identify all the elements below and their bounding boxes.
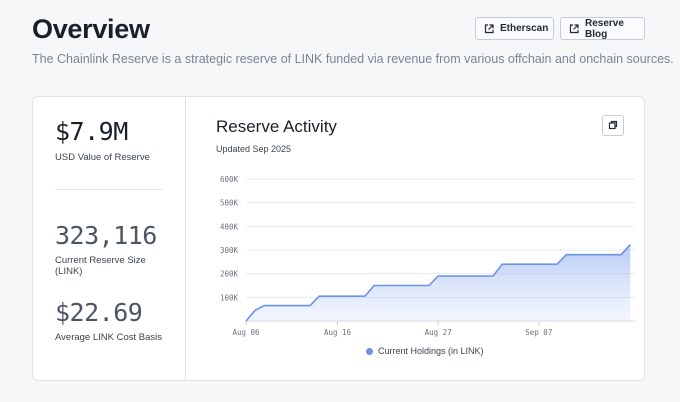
reserve-size-label: Current Reserve Size (LINK)	[55, 255, 146, 277]
stats-panel: $7.9M USD Value of Reserve 323,116 Curre…	[33, 97, 186, 380]
x-tick-label: Sep 07	[525, 328, 552, 337]
y-tick-label: 500K	[220, 199, 239, 208]
legend-label: Current Holdings (in LINK)	[378, 346, 484, 356]
y-tick-label: 600K	[220, 175, 239, 184]
chart-legend: Current Holdings (in LINK)	[366, 346, 484, 356]
chart-title: Reserve Activity	[216, 117, 337, 136]
external-link-icon	[484, 23, 494, 34]
y-tick-label: 100K	[220, 293, 239, 302]
holdings-area	[246, 244, 631, 321]
etherscan-button[interactable]: Etherscan	[475, 17, 554, 40]
reserve-blog-button[interactable]: Reserve Blog	[560, 17, 645, 40]
usd-value: $7.9M	[55, 117, 128, 146]
legend-dot	[366, 347, 373, 355]
reserve-activity-chart: 100K 200K 300K 400K 500K 600K Aug 06 Aug 16 Aug …	[220, 175, 635, 337]
cost-basis-label: Average LINK Cost Basis	[55, 332, 163, 343]
chart-updated: Updated Sep 2025	[216, 144, 292, 154]
y-tick-label: 200K	[220, 270, 239, 279]
holdings-line	[245, 243, 631, 322]
x-tick-label: Aug 27	[425, 328, 452, 337]
usd-value-label: USD Value of Reserve	[55, 152, 150, 163]
x-tick-label: Aug 16	[324, 328, 352, 337]
page-subtitle: The Chainlink Reserve is a strategic res…	[32, 52, 674, 66]
y-tick-label: 400K	[220, 222, 239, 231]
etherscan-label: Etherscan	[500, 23, 549, 34]
y-tick-label: 300K	[220, 246, 239, 255]
reserve-card: $7.9M USD Value of Reserve 323,116 Curre…	[32, 96, 645, 381]
copy-icon	[608, 117, 618, 135]
copy-button[interactable]	[602, 115, 624, 136]
x-tick-label: Aug 06	[232, 328, 260, 337]
reserve-blog-label: Reserve Blog	[585, 17, 624, 40]
cost-basis: $22.69	[55, 298, 143, 327]
external-link-icon	[569, 23, 579, 34]
page-title: Overview	[32, 14, 150, 44]
reserve-size: 323,116	[55, 221, 157, 250]
stats-divider	[55, 189, 162, 190]
